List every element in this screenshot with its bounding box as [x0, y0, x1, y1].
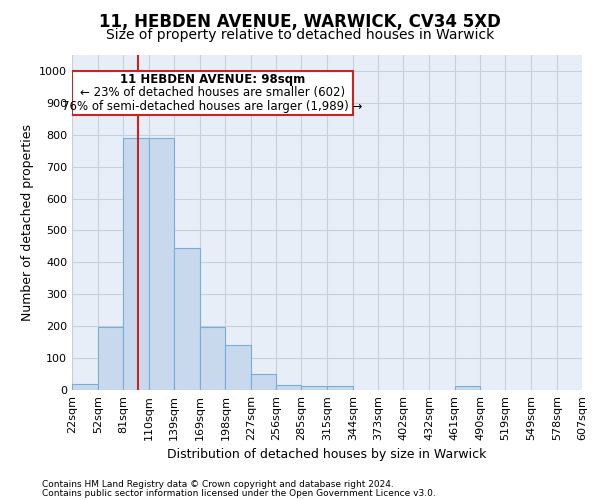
Bar — [328, 386, 353, 390]
Bar — [124, 138, 149, 390]
Bar — [301, 386, 328, 390]
Text: 11 HEBDEN AVENUE: 98sqm: 11 HEBDEN AVENUE: 98sqm — [120, 74, 305, 86]
Text: Size of property relative to detached houses in Warwick: Size of property relative to detached ho… — [106, 28, 494, 42]
Y-axis label: Number of detached properties: Number of detached properties — [20, 124, 34, 321]
Text: 76% of semi-detached houses are larger (1,989) →: 76% of semi-detached houses are larger (… — [62, 100, 362, 112]
Bar — [72, 384, 98, 390]
Text: Contains HM Land Registry data © Crown copyright and database right 2024.: Contains HM Land Registry data © Crown c… — [42, 480, 394, 489]
Bar — [174, 248, 200, 390]
Bar — [276, 385, 301, 390]
Bar — [72, 71, 353, 115]
Text: ← 23% of detached houses are smaller (602): ← 23% of detached houses are smaller (60… — [80, 86, 345, 100]
X-axis label: Distribution of detached houses by size in Warwick: Distribution of detached houses by size … — [167, 448, 487, 462]
Bar — [149, 138, 174, 390]
Bar — [455, 386, 480, 390]
Bar — [226, 346, 251, 390]
Bar — [98, 327, 124, 390]
Bar — [251, 374, 276, 390]
Text: Contains public sector information licensed under the Open Government Licence v3: Contains public sector information licen… — [42, 488, 436, 498]
Text: 11, HEBDEN AVENUE, WARWICK, CV34 5XD: 11, HEBDEN AVENUE, WARWICK, CV34 5XD — [99, 12, 501, 30]
Bar — [200, 327, 226, 390]
